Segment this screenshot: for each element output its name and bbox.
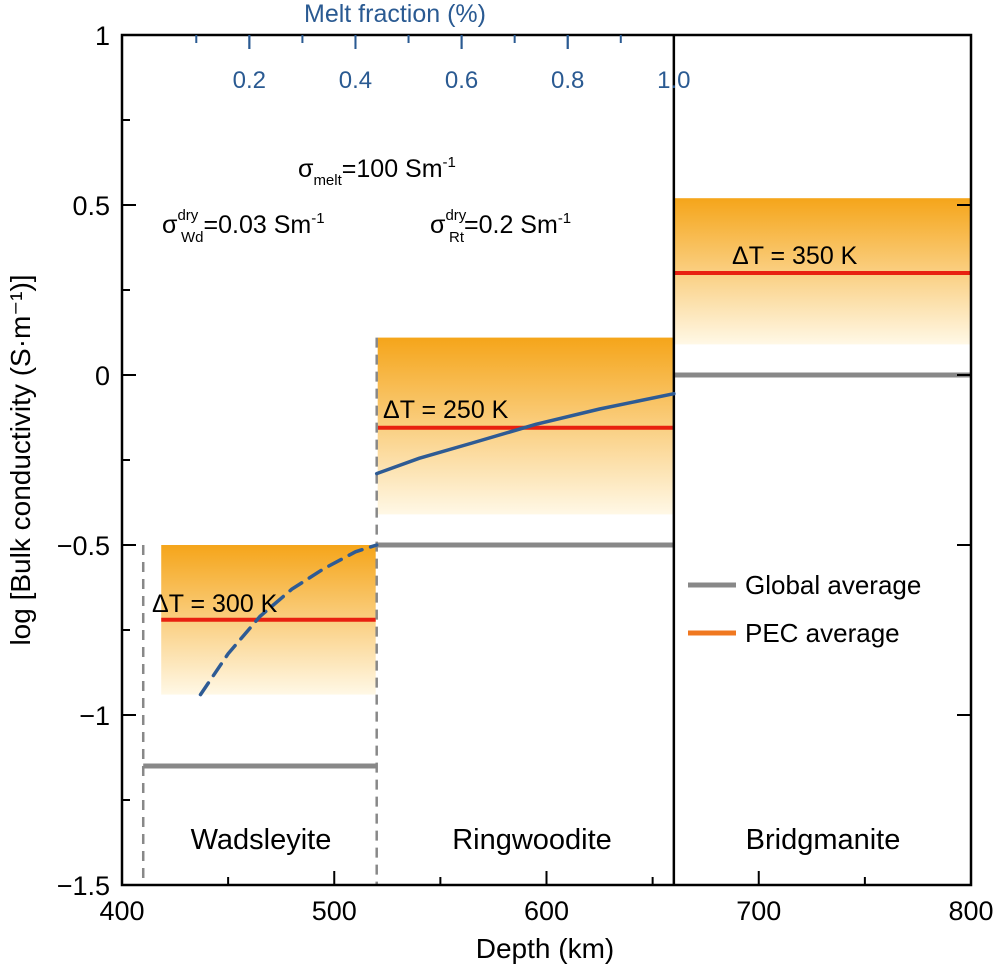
x-tick-label: 800 — [948, 896, 993, 926]
top-tick-label: 0.8 — [551, 67, 584, 94]
sigma-rt-annotation: σdry Rt=0.2 Sm-1 — [430, 207, 571, 246]
top-tick-label: 0.4 — [339, 67, 372, 94]
sigma-rt-sup: dry — [445, 207, 466, 224]
x-tick-label: 600 — [524, 896, 569, 926]
sigma-wd-annotation: σdry Wd=0.03 Sm-1 — [162, 207, 325, 246]
delta-t-label-wadsleyite: ΔT = 300 K — [152, 590, 278, 618]
sigma-rt-exp: -1 — [558, 210, 571, 227]
delta-t-label-ringwoodite: ΔT = 250 K — [383, 396, 509, 424]
sigma-melt-value: =100 Sm — [342, 155, 443, 183]
sigma-melt-exp: -1 — [443, 154, 456, 171]
text-layer: Melt fraction (%) Depth (km) log [Bulk c… — [5, 0, 921, 964]
y-tick-label: −1.5 — [57, 871, 110, 901]
top-tick-label: 0.2 — [233, 67, 266, 94]
sigma-melt-symbol: σ — [298, 155, 314, 183]
mineral-label-wadsleyite: Wadsleyite — [191, 824, 332, 856]
line-layer — [141, 35, 971, 885]
sigma-rt-value: =0.2 Sm — [464, 211, 558, 239]
delta-t-label-bridgmanite: ΔT = 350 K — [732, 242, 858, 270]
x-tick-label: 500 — [312, 896, 357, 926]
sigma-wd-value: =0.03 Sm — [204, 211, 312, 239]
melt-curve-solid — [374, 391, 676, 476]
sigma-melt-sub: melt — [313, 172, 342, 189]
sigma-melt-annotation: σmelt=100 Sm-1 — [298, 154, 456, 189]
sigma-wd-sup: dry — [177, 207, 198, 224]
sigma-wd-exp: -1 — [311, 210, 324, 227]
mineral-label-bridgmanite: Bridgmanite — [746, 824, 901, 856]
mineral-label-ringwoodite: Ringwoodite — [452, 824, 612, 856]
sigma-rt-sub: Rt — [449, 229, 465, 246]
melt-curve-dashed — [198, 543, 379, 697]
y-tick-label: 0.5 — [72, 191, 110, 221]
top-axis-title: Melt fraction (%) — [304, 0, 486, 28]
sigma-rt-symbol: σ — [430, 211, 446, 239]
y-tick-label: 0 — [95, 361, 110, 391]
sigma-wd-sub: Wd — [181, 229, 204, 246]
legend-label-pec: PEC average — [745, 618, 900, 648]
x-axis-title: Depth (km) — [476, 933, 614, 964]
sigma-wd-symbol: σ — [162, 211, 178, 239]
x-tick-label: 400 — [99, 896, 144, 926]
y-tick-label: −1 — [79, 701, 110, 731]
y-axis-title: log [Bulk conductivity (S·m⁻¹)] — [5, 274, 36, 645]
top-tick-label: 0.6 — [445, 67, 478, 94]
y-tick-label: −0.5 — [57, 531, 110, 561]
legend-label-global: Global average — [745, 570, 921, 600]
y-tick-label: 1 — [95, 21, 110, 51]
top-tick-label: 1.0 — [657, 67, 690, 94]
x-tick-label: 700 — [736, 896, 781, 926]
